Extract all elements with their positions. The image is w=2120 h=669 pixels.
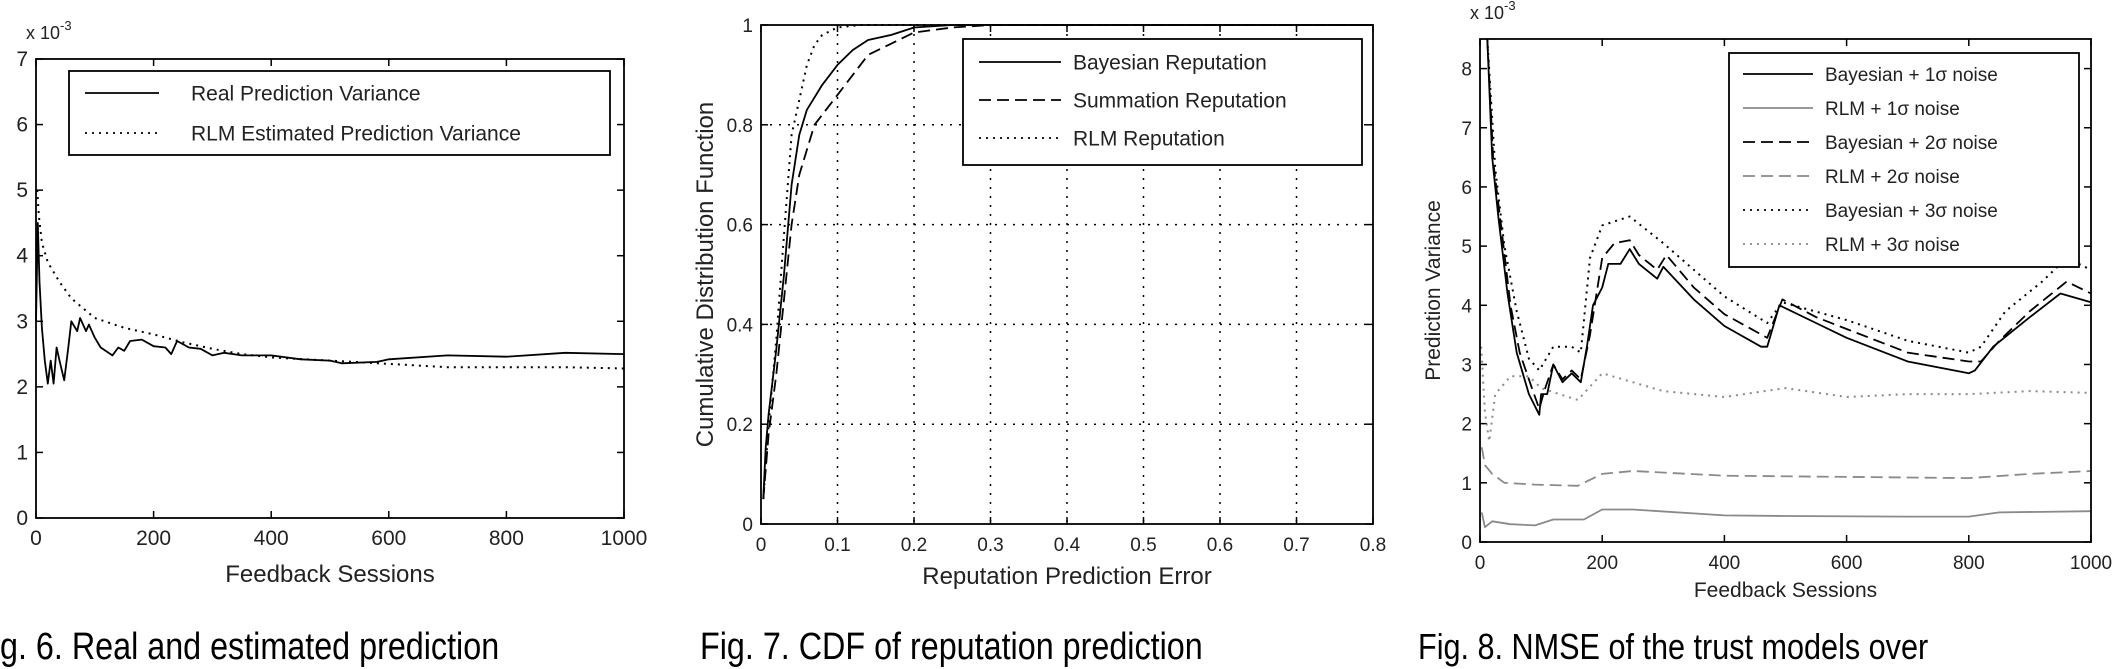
series-line-5: [1486, 38, 2092, 372]
legend-entry-2: Summation Reputation: [1073, 90, 1287, 113]
y-tick-label: 3: [1461, 355, 1472, 376]
y-tick-label: 1: [742, 16, 753, 37]
series-line-3: [762, 24, 1373, 500]
y-tick-label: 2: [16, 376, 28, 399]
x-tick-label: 0.1: [824, 535, 850, 556]
y-tick-label: 0: [742, 515, 753, 536]
x-tick-label: 0.8: [1360, 535, 1386, 556]
x-tick-label: 400: [254, 527, 289, 550]
legend-entry-1: Real Prediction Variance: [191, 83, 421, 106]
series-line-1: [762, 24, 1373, 500]
y-axis-label: Prediction Variance: [1422, 200, 1445, 381]
y-axis-label: Cumulative Distribution Function: [692, 102, 719, 447]
y-tick-label: 6: [1461, 178, 1472, 199]
x-tick-label: 0: [756, 535, 767, 556]
series-line-3: [1486, 38, 2092, 410]
y-tick-label: 1: [16, 441, 28, 464]
y-tick-label: 0.2: [727, 415, 753, 436]
legend-entry-6: RLM + 3σ noise: [1825, 235, 1960, 256]
y-tick-label: 8: [1461, 60, 1472, 81]
y-multiplier-label: x 10-3: [1470, 0, 1516, 23]
legend: Real Prediction Variance RLM Estimated Pr…: [68, 70, 611, 156]
caption-fig-7: Fig. 7. CDF of reputation prediction: [700, 626, 1203, 668]
legend-entry-2: RLM + 1σ noise: [1825, 99, 1960, 120]
legend-entry-4: RLM + 2σ noise: [1825, 167, 1960, 188]
x-tick-label: 0.4: [1054, 535, 1081, 556]
legend-box: [68, 70, 611, 156]
axes-box: [35, 58, 625, 519]
chart-2: 0 0.1 0.2 0.3 0.4 0.5 0.6 0.7 0.8 0 0.2 0.4 0.6 0.8 1 R…: [692, 16, 1386, 590]
y-tick-label: 3: [16, 310, 28, 333]
axes-box: [1479, 38, 2092, 543]
x-axis-label: Feedback Sessions: [1694, 579, 1877, 602]
x-tick-label: 600: [1831, 553, 1863, 574]
x-tick-label: 0.2: [901, 535, 927, 556]
x-tick-label: 200: [1586, 553, 1618, 574]
y-tick-label: 2: [1461, 415, 1472, 436]
legend: Bayesian + 1σ noise RLM + 1σ noise Bayesia…: [1728, 52, 2080, 268]
y-tick-label: 7: [16, 48, 28, 71]
x-tick-label: 0.3: [977, 535, 1003, 556]
series-line-4: [1480, 447, 2092, 487]
legend-box: [962, 38, 1363, 166]
x-tick-label: 0.7: [1283, 535, 1309, 556]
legend-entry-2: RLM Estimated Prediction Variance: [191, 123, 521, 146]
y-tick-label: 5: [1461, 237, 1472, 258]
legend-box: [1728, 52, 2080, 268]
y-tick-label: 4: [1461, 296, 1472, 317]
x-tick-label: 0.5: [1130, 535, 1156, 556]
y-tick-label: 7: [1461, 119, 1472, 140]
chart-3: 0 200 400 600 800 1000 0 1 2 3 4 5 6 7 8 x 10-3 Feedback…: [1422, 0, 2112, 602]
y-tick-label: 0.6: [727, 216, 753, 237]
series-line-2: [1480, 508, 2092, 529]
chart-1: 0 200 400 600 800 1000 0 1 2 3 4 5 6 7 x 10-3 Feedback …: [16, 18, 647, 588]
series-line-6: [1480, 346, 2092, 443]
y-multiplier-label: x 10-3: [26, 18, 72, 43]
series-line-2: [762, 24, 1373, 500]
y-tick-label: 4: [16, 245, 28, 268]
x-tick-label: 200: [136, 527, 171, 550]
x-tick-label: 0: [1475, 553, 1486, 574]
legend-entry-3: RLM Reputation: [1073, 128, 1225, 151]
series-line-1: [1486, 38, 2092, 416]
caption-fig-6: g. 6. Real and estimated prediction: [0, 626, 500, 668]
x-tick-label: 0: [30, 527, 42, 550]
axes-box: [760, 24, 1374, 525]
series-line-1: [35, 222, 625, 385]
y-tick-label: 1: [1461, 474, 1472, 495]
legend-entry-5: Bayesian + 3σ noise: [1825, 201, 1998, 222]
caption-fig-8: Fig. 8. NMSE of the trust models over: [1418, 626, 1929, 667]
x-axis-label: Reputation Prediction Error: [922, 563, 1211, 590]
y-tick-label: 0: [1461, 533, 1472, 554]
y-tick-label: 0.4: [727, 315, 754, 336]
x-tick-label: 1000: [2070, 553, 2112, 574]
x-tick-label: 400: [1709, 553, 1741, 574]
x-tick-label: 800: [489, 527, 524, 550]
y-tick-label: 0: [16, 507, 28, 530]
legend: Bayesian Reputation Summation Reputation R…: [962, 38, 1363, 166]
y-tick-label: 0.8: [727, 116, 753, 137]
legend-entry-1: Bayesian + 1σ noise: [1825, 65, 1998, 86]
y-tick-label: 5: [16, 179, 28, 202]
series-line-2: [36, 190, 625, 370]
x-tick-label: 1000: [601, 527, 648, 550]
y-tick-label: 6: [16, 114, 28, 137]
x-axis-label: Feedback Sessions: [225, 561, 434, 588]
legend-entry-1: Bayesian Reputation: [1073, 52, 1267, 75]
x-tick-label: 0.6: [1207, 535, 1233, 556]
x-tick-label: 800: [1953, 553, 1985, 574]
x-tick-label: 600: [371, 527, 406, 550]
legend-entry-3: Bayesian + 2σ noise: [1825, 133, 1998, 154]
